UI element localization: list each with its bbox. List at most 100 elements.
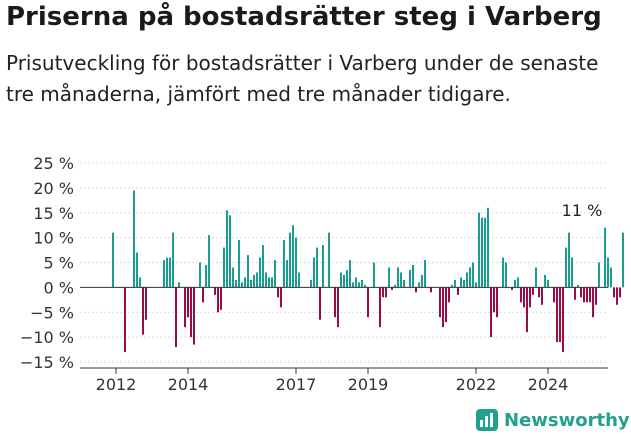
bar <box>415 287 417 293</box>
bar <box>163 260 165 288</box>
bar <box>451 284 453 288</box>
bar <box>457 287 459 295</box>
bar <box>538 287 540 298</box>
y-tick-label: −5 % <box>30 303 74 322</box>
bar <box>250 279 252 288</box>
bar <box>496 287 498 318</box>
bar <box>394 284 396 288</box>
bar <box>568 232 570 288</box>
bar <box>364 284 366 288</box>
bar <box>526 287 528 333</box>
bar <box>577 284 579 288</box>
x-axis: 2012 2014 2017 2019 2022 2024 <box>80 286 608 394</box>
bar <box>445 287 447 323</box>
y-tick-label: 0 % <box>44 278 74 297</box>
bar <box>145 287 147 320</box>
bar <box>595 287 597 305</box>
bar <box>484 217 486 288</box>
brand-name: Newsworthy <box>504 409 630 431</box>
bar <box>430 287 432 293</box>
newsworthy-brand: Newsworthy <box>476 409 630 431</box>
bar <box>169 257 171 288</box>
bar <box>580 287 582 298</box>
bar <box>280 287 282 308</box>
bar <box>442 287 444 328</box>
bar <box>412 264 414 288</box>
bar <box>409 269 411 288</box>
bar <box>268 277 270 288</box>
bar <box>490 287 492 338</box>
bar <box>529 287 531 308</box>
bar <box>286 260 288 288</box>
bar-series <box>112 190 624 353</box>
bar <box>313 257 315 288</box>
bar <box>259 257 261 288</box>
bar <box>361 279 363 288</box>
bar <box>397 267 399 288</box>
y-tick-label: 10 % <box>33 229 74 248</box>
x-tick-label: 2014 <box>168 375 209 394</box>
y-tick-label: −10 % <box>20 328 74 347</box>
bar <box>562 287 564 353</box>
bar <box>346 269 348 288</box>
bar <box>616 287 618 305</box>
bar <box>220 287 222 310</box>
y-tick-label: −15 % <box>20 353 74 372</box>
bar <box>553 287 555 303</box>
bar <box>514 279 516 288</box>
bar <box>235 279 237 288</box>
bar <box>355 277 357 288</box>
bar <box>256 272 258 288</box>
bar <box>463 279 465 288</box>
chart-subtitle: Prisutveckling för bostadsrätter i Varbe… <box>6 51 599 106</box>
bar <box>247 255 249 288</box>
bar-chart: 25 % 20 % 15 % 10 % 5 % 0 % −5 % −10 % −15 % 201… <box>20 154 624 394</box>
bar <box>175 287 177 348</box>
bar <box>403 279 405 288</box>
bar <box>556 287 558 343</box>
bar <box>244 277 246 288</box>
bar <box>391 287 393 290</box>
bar <box>139 277 141 288</box>
bar <box>124 287 126 353</box>
bar <box>232 267 234 288</box>
bar <box>367 287 369 318</box>
y-tick-label: 15 % <box>33 204 74 223</box>
bar <box>373 262 375 288</box>
y-tick-label: 20 % <box>33 179 74 198</box>
bar <box>190 287 192 338</box>
y-tick-label: 5 % <box>44 254 74 273</box>
bar <box>316 247 318 288</box>
bar <box>184 287 186 328</box>
chart-title: Priserna på bostadsrätter steg i Varberg <box>6 2 602 32</box>
bar <box>571 257 573 288</box>
bar <box>277 287 279 298</box>
annotation: 11 % <box>562 201 603 220</box>
bar <box>424 260 426 288</box>
bar <box>466 272 468 288</box>
x-tick-label: 2017 <box>276 375 317 394</box>
bar <box>610 267 612 288</box>
bar <box>241 282 243 288</box>
bar <box>271 277 273 288</box>
bar <box>265 272 267 288</box>
x-tick-label: 2012 <box>96 375 137 394</box>
grid-lines <box>80 162 608 363</box>
bar <box>187 287 189 318</box>
bar <box>565 247 567 288</box>
bar <box>205 264 207 288</box>
bar <box>193 287 195 345</box>
bar <box>178 282 180 288</box>
bar <box>421 274 423 288</box>
bar <box>322 245 324 288</box>
bar <box>217 287 219 313</box>
x-tick-label: 2024 <box>528 375 569 394</box>
bar <box>379 287 381 328</box>
bar <box>343 274 345 288</box>
bar <box>340 272 342 288</box>
bar <box>493 287 495 313</box>
bar <box>328 232 330 288</box>
bar <box>358 282 360 288</box>
bar <box>622 232 624 288</box>
bar <box>604 227 606 288</box>
